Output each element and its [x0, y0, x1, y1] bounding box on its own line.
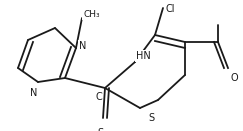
Text: N: N — [30, 88, 38, 98]
Text: Cl: Cl — [165, 4, 174, 14]
Text: S: S — [97, 128, 103, 131]
Text: N: N — [79, 41, 86, 51]
Text: CH₃: CH₃ — [83, 10, 100, 19]
Text: O: O — [230, 73, 238, 83]
Text: C: C — [95, 92, 102, 102]
Text: HN: HN — [136, 51, 151, 61]
Text: S: S — [148, 113, 154, 123]
